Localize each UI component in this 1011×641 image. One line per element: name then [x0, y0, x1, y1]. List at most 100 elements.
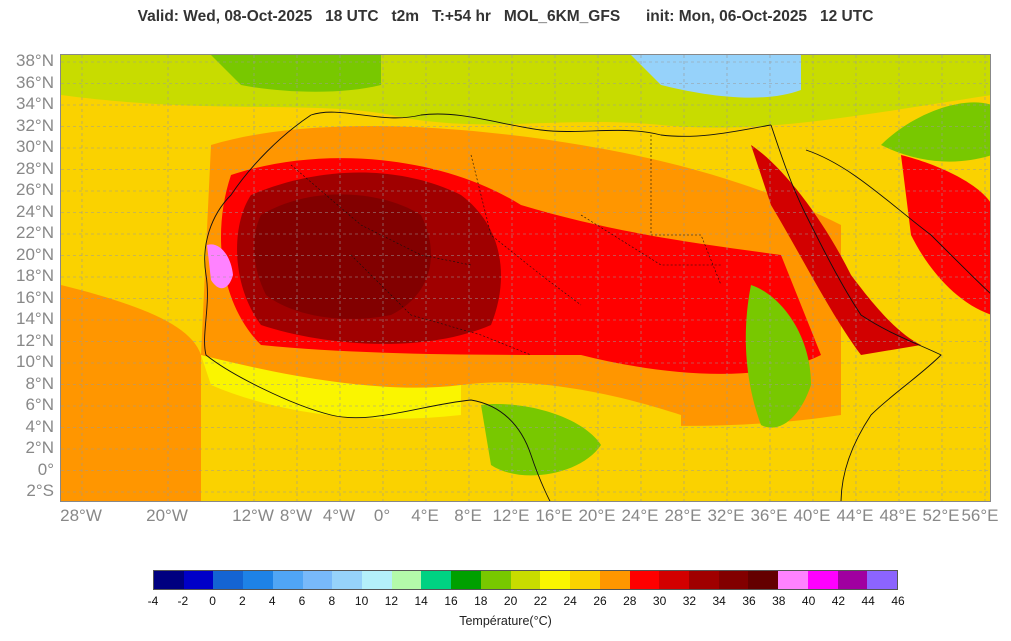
- lat-label: 32°N: [16, 115, 54, 135]
- colorbar-cell: [421, 571, 452, 589]
- colorbar-cell: [272, 571, 303, 589]
- model-name: MOL_6KM_GFS: [503, 8, 621, 25]
- graticule: [61, 55, 990, 501]
- lead-time: T:+54 hr: [431, 8, 491, 25]
- lat-label: 20°N: [16, 244, 54, 264]
- colorbar-tick-label: -4: [147, 594, 159, 608]
- lat-label: 36°N: [16, 72, 54, 92]
- colorbar-tick-label: 0: [209, 594, 216, 608]
- lat-label: 12°N: [16, 330, 54, 350]
- lat-label: 24°N: [16, 201, 54, 221]
- field-core-deep: [254, 194, 431, 319]
- lon-label: 52°E: [922, 506, 960, 525]
- lon-label: 12°W: [232, 506, 274, 525]
- lon-label: 8°E: [454, 506, 482, 525]
- colorbar-title: Température(°C): [459, 614, 552, 628]
- lon-label: 20°W: [146, 506, 188, 525]
- lat-label: 28°N: [16, 158, 54, 178]
- field-north-green: [211, 55, 381, 92]
- colorbar-tick-label: 6: [298, 594, 306, 608]
- lon-label: 48°E: [879, 506, 917, 525]
- colorbar: [153, 570, 898, 590]
- lon-label: 28°W: [60, 506, 102, 525]
- colorbar-tick-label: 46: [891, 594, 905, 608]
- colorbar-tick-label: 22: [533, 594, 548, 608]
- lon-label: 24°E: [621, 506, 659, 525]
- colorbar-cell: [480, 571, 511, 589]
- colorbar-cell: [154, 571, 184, 589]
- field-atlantic-orange: [61, 285, 201, 501]
- lon-label: 28°E: [664, 506, 702, 525]
- colorbar-tick-label: 30: [652, 594, 667, 608]
- lon-label: 40°E: [793, 506, 831, 525]
- field-arabia-red: [901, 155, 990, 315]
- lat-label: 2°N: [25, 438, 54, 457]
- lat-label: 8°N: [25, 373, 54, 393]
- lat-label: 2°S: [26, 481, 54, 500]
- coastlines: [204, 111, 990, 501]
- colorbar-cell: [213, 571, 244, 589]
- colorbar-cell: [540, 571, 571, 589]
- colorbar-tick-label: 38: [772, 594, 786, 608]
- colorbar-cell: [362, 571, 392, 589]
- colorbar-tick-label: 34: [712, 594, 726, 608]
- colorbar-cell: [510, 571, 541, 589]
- colorbar-cell: [748, 571, 779, 589]
- colorbar-tick-label: 16: [444, 594, 458, 608]
- colorbar-tick-label: 40: [801, 594, 816, 608]
- lat-label: 38°N: [16, 51, 54, 70]
- colorbar-cell: [688, 571, 719, 589]
- colorbar-cell: [451, 571, 481, 589]
- colorbar-tick-label: 28: [623, 594, 637, 608]
- lon-label: 44°E: [836, 506, 874, 525]
- field-congo-green: [481, 404, 601, 476]
- colorbar-cell: [570, 571, 600, 589]
- lon-label: 32°E: [707, 506, 745, 525]
- colorbar-tick-label: 32: [682, 594, 697, 608]
- lat-label: 0°: [37, 459, 54, 479]
- lat-label: 26°N: [16, 180, 54, 199]
- lon-label: 12°E: [492, 506, 530, 525]
- lat-label: 14°N: [16, 309, 54, 328]
- temperature-field: [61, 55, 990, 501]
- init-hour: 12 UTC: [819, 8, 874, 25]
- colorbar-tick-label: 18: [474, 594, 488, 608]
- colorbar-tick-label: 20: [503, 594, 518, 608]
- colorbar-tick-label: 26: [593, 594, 607, 608]
- lat-label: 10°N: [16, 352, 54, 371]
- lat-label: 22°N: [16, 223, 54, 242]
- field-highlands: [745, 285, 811, 428]
- colorbar-cell: [837, 571, 868, 589]
- colorbar-cell: [778, 571, 808, 589]
- field-med-cool: [631, 55, 801, 98]
- valid-hour: 18 UTC: [325, 8, 379, 25]
- lon-label: 4°W: [322, 506, 356, 525]
- lon-label: 0°: [373, 506, 391, 525]
- colorbar-cell: [659, 571, 689, 589]
- colorbar-cell: [718, 571, 749, 589]
- variable-name: t2m: [391, 8, 420, 25]
- country-borders: [290, 135, 722, 356]
- field-redsea: [751, 145, 921, 355]
- field-levant-green: [881, 102, 990, 162]
- colorbar-cell: [243, 571, 273, 589]
- colorbar-tick-label: 12: [384, 594, 399, 608]
- colorbar-cell: [183, 571, 214, 589]
- map-title: Valid: Wed, 08-Oct-2025 18 UTC t2m T:+54…: [0, 8, 1011, 26]
- colorbar-tick-label: -2: [177, 594, 189, 608]
- valid-date: Valid: Wed, 08-Oct-2025: [137, 8, 313, 25]
- colorbar-cell: [302, 571, 333, 589]
- colorbar-cell: [332, 571, 363, 589]
- lon-label: 56°E: [961, 506, 999, 525]
- colorbar-cell: [599, 571, 630, 589]
- colorbar-tick-label: 36: [742, 594, 756, 608]
- colorbar-tick-label: 8: [328, 594, 336, 608]
- colorbar-tick-label: 10: [354, 594, 369, 608]
- lon-label: 4°E: [411, 506, 439, 525]
- lat-label: 6°N: [25, 395, 54, 414]
- temperature-map[interactable]: [60, 54, 991, 502]
- lat-label: 16°N: [16, 287, 54, 307]
- lon-label: 16°E: [535, 506, 573, 525]
- colorbar-tick-label: 44: [861, 594, 875, 608]
- field-guinea-coast: [201, 355, 461, 419]
